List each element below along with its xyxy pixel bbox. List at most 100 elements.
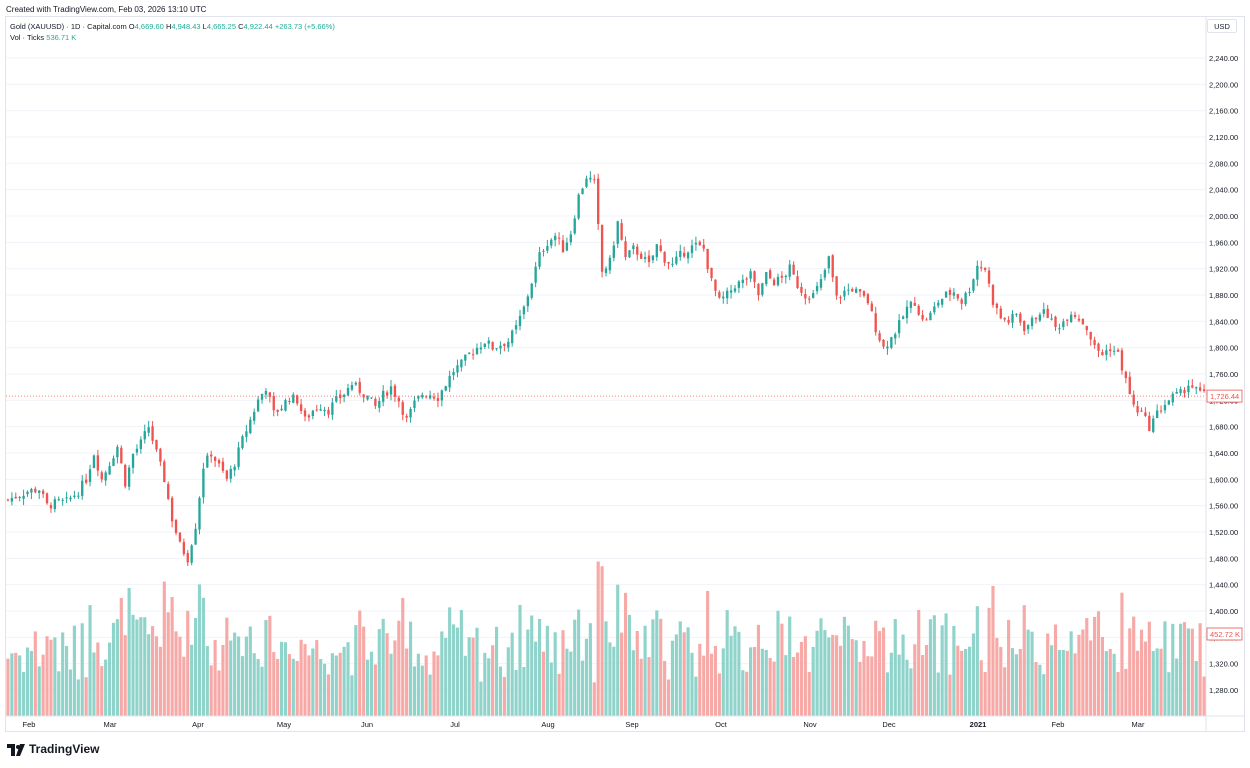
candle-body [952,292,956,296]
volume-bar [350,675,354,716]
volume-bar [260,666,264,716]
volume-bar [960,650,964,716]
volume-bar [1046,633,1050,716]
candle-body [440,390,444,401]
volume-bar [346,642,350,716]
candle-body [761,283,764,295]
volume-bar [627,614,632,716]
volume-bar [1042,674,1046,716]
volume-bar [151,626,155,716]
volume-bar [635,631,639,716]
volume-bar [287,654,291,716]
volume-bar [14,652,18,716]
volume-bar [1202,676,1206,716]
volume-bar [444,637,448,716]
volume-bar [952,625,956,716]
price-tick-label: 1,560.00 [1209,502,1238,511]
volume-bar [127,587,131,716]
close-value: 4,922.44 [243,22,273,31]
price-tick-label: 1,920.00 [1209,265,1238,274]
volume-bar [928,619,933,716]
volume-bar [698,643,702,716]
volume-bar [526,629,530,716]
volume-bar [917,609,921,716]
volume-bar [80,623,84,716]
candle-body [456,365,459,373]
candle-body [511,330,514,344]
volume-bar [283,642,288,716]
volume-bar [162,581,166,716]
candle-body [526,296,529,307]
volume-bar [1155,648,1159,716]
candle-body [225,470,229,479]
tradingview-logo[interactable]: TradingView [7,742,99,756]
volume-bar [115,619,119,716]
volume-bar [49,639,53,716]
candle-body [339,394,342,399]
volume-bar [307,655,311,716]
chart-frame[interactable] [5,16,1245,732]
candle-body [518,315,522,327]
candle-body [1183,390,1186,394]
candle-body [190,545,193,563]
candle-body [1050,318,1053,320]
volume-bar [647,657,651,716]
candle-body [194,528,197,545]
volume-bar [874,620,878,716]
price-tick-label: 2,200.00 [1209,80,1238,89]
volume-bar [760,648,764,716]
volume-bar [92,652,96,716]
volume-bar [979,660,983,716]
time-tick-label: Feb [1052,720,1065,729]
volume-bar [194,617,198,716]
candle-body [620,223,623,240]
candle-body [815,285,819,292]
volume-bar [573,619,577,716]
candle-body [980,267,983,269]
volume-bar [1010,648,1015,716]
candle-body [479,347,483,350]
volume-bar [592,682,596,716]
candle-body [514,325,518,330]
volume-bar [303,644,307,716]
candle-body [733,288,737,292]
volume-bar [123,635,127,716]
volume-bar [190,644,194,716]
volume-bar [41,654,45,716]
volume-bar [725,610,729,716]
candle-body [729,290,733,293]
volume-bar [451,624,456,716]
candle-body [1140,410,1143,412]
candle-body [425,396,428,398]
volume-bar [1018,649,1022,716]
price-tick-label: 2,080.00 [1209,159,1238,168]
volume-bar [45,636,49,716]
volume-bar [65,645,69,716]
time-tick-label: Mar [1132,720,1145,729]
candle-body [964,292,967,305]
volume-bar [68,669,73,716]
currency-selector[interactable]: USD [1207,19,1237,33]
candle-body [745,278,748,280]
candle-body [554,235,557,241]
volume-bar [752,646,757,716]
time-tick-label: Dec [882,720,896,729]
candle-body [929,312,932,321]
volume-bar [549,662,553,716]
candle-body [245,431,248,437]
volume-bar [279,641,284,716]
candle-body [358,381,361,393]
candle-body [1148,415,1151,431]
candle-body [792,264,795,275]
candle-body [272,395,275,411]
candle-body [983,267,987,270]
volume-bar [338,652,342,716]
volume-bar [147,634,151,716]
symbol-name: Gold (XAUUSD) · 1D · Capital.com [10,22,127,31]
candle-body [819,279,823,288]
candle-body [800,286,803,293]
candle-body [1062,321,1065,328]
volume-bar [819,618,823,716]
candle-body [612,245,615,258]
